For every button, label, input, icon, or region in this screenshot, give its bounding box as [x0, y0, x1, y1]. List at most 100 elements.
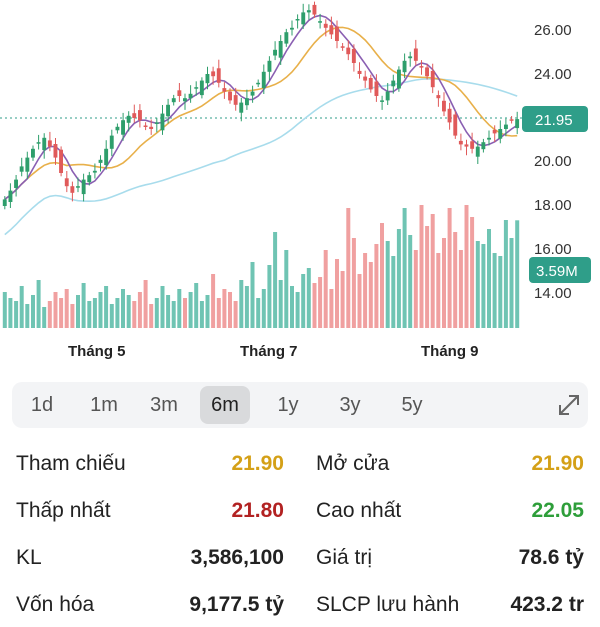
candle-body	[171, 98, 176, 103]
range-1d-button[interactable]: 1d	[30, 394, 54, 416]
candle-body	[36, 142, 41, 144]
volume-bar	[380, 223, 384, 328]
volume-bar	[419, 205, 424, 328]
y-tick-label: 20.00	[534, 153, 572, 170]
volume-value: 3,586,100	[190, 546, 284, 569]
volume-bar	[335, 259, 339, 328]
volume-bar	[267, 265, 272, 328]
time-range-selector: 1d 1m 3m 6m 1y 3y 5y	[12, 382, 588, 428]
volume-bar	[81, 283, 86, 328]
candle-body	[177, 90, 182, 96]
candle-body	[368, 78, 373, 90]
x-tick-label: Tháng 9	[421, 343, 479, 360]
price-badge-label: 21.95	[535, 112, 573, 129]
candle-body	[138, 110, 142, 121]
volume-bar	[492, 253, 497, 328]
candle-body	[92, 170, 97, 173]
volume-bar	[239, 280, 244, 328]
candle-body	[47, 140, 52, 147]
volume-bar	[458, 250, 463, 328]
candle-body	[481, 142, 486, 150]
stats-row: Vốn hóa 9,177.5 tỷ SLCP lưu hành 423.2 t…	[0, 581, 600, 627]
volume-bar	[436, 253, 441, 328]
volume-bar	[2, 292, 7, 328]
range-1y-button[interactable]: 1y	[277, 394, 299, 416]
ref-price-label: Tham chiếu	[16, 452, 126, 475]
volume-bar	[250, 262, 255, 328]
volume-bar	[318, 277, 323, 328]
low-price-label: Thấp nhất	[16, 499, 111, 522]
volume-bar	[42, 307, 47, 328]
candle-body	[351, 48, 356, 63]
price-chart[interactable]: 26.00 24.00 20.00 18.00 16.00 14.00 21.9…	[0, 0, 600, 370]
trade-value-value: 78.6 tỷ	[518, 546, 584, 569]
volume-bar	[8, 298, 13, 328]
candle-body	[261, 71, 266, 89]
candle-body	[458, 140, 463, 145]
candle-body	[143, 125, 148, 127]
volume-bar	[216, 298, 221, 328]
candle-body	[374, 81, 379, 96]
candle-body	[64, 178, 69, 187]
volume-bar	[453, 232, 458, 328]
candle-body	[87, 175, 92, 183]
volume-bar	[284, 250, 289, 328]
candle-body	[284, 32, 289, 44]
candle-body	[222, 88, 227, 92]
candle-body	[436, 95, 441, 99]
volume-bar	[233, 301, 238, 328]
ma-short-line	[4, 14, 518, 201]
candle-body	[335, 26, 339, 41]
candle-body	[278, 41, 283, 58]
volume-bar	[425, 226, 430, 328]
volume-bar	[509, 238, 514, 328]
volume-bar	[53, 292, 58, 328]
volume-bar	[290, 286, 294, 328]
volume-bar	[137, 292, 142, 328]
y-tick-label: 14.00	[534, 285, 572, 302]
candle-body	[211, 71, 216, 77]
candle-body	[245, 98, 249, 106]
range-5y-button[interactable]: 5y	[401, 394, 423, 416]
candle-body	[239, 102, 244, 113]
volume-bar	[329, 289, 334, 328]
range-6m-button[interactable]: 6m	[200, 386, 250, 424]
candle-body	[256, 82, 261, 85]
candle-body	[267, 60, 272, 72]
volume-label: KL	[16, 546, 42, 569]
candle-body	[295, 19, 300, 21]
volume-bar	[357, 274, 362, 328]
candle-body	[515, 119, 520, 129]
price-badge-bg	[522, 106, 588, 132]
stats-row: KL 3,586,100 Giá trị 78.6 tỷ	[0, 534, 600, 580]
volume-bar	[368, 262, 373, 328]
volume-bar	[188, 292, 193, 328]
candle-body	[273, 49, 277, 56]
y-axis-ticks: 26.00 24.00 20.00 18.00 16.00 14.00	[534, 22, 572, 302]
open-price-value: 21.90	[531, 452, 584, 475]
candle-body	[419, 66, 424, 68]
volume-bar	[301, 274, 306, 328]
volume-bar	[47, 301, 52, 328]
candle-body	[25, 157, 30, 172]
stats-row: Tham chiếu 21.90 Mở cửa 21.90	[0, 440, 600, 486]
x-tick-label: Tháng 5	[68, 343, 126, 360]
candle-body	[447, 108, 452, 123]
volume-bar	[126, 295, 131, 328]
candle-body	[42, 137, 47, 151]
volume-bar	[244, 286, 249, 328]
volume-bar	[442, 238, 446, 328]
volume-bar	[171, 301, 176, 328]
range-3y-button[interactable]: 3y	[339, 394, 361, 416]
range-1m-button[interactable]: 1m	[90, 394, 118, 416]
volume-bar	[447, 208, 452, 328]
expand-icon[interactable]	[554, 390, 584, 420]
candle-body	[104, 148, 109, 166]
range-3m-button[interactable]: 3m	[150, 394, 178, 416]
volume-bar	[121, 289, 125, 328]
volume-bar	[160, 286, 165, 328]
candle-body	[160, 113, 165, 131]
volume-bar	[391, 256, 396, 328]
volume-bar	[273, 232, 278, 328]
candle-body	[442, 100, 446, 112]
